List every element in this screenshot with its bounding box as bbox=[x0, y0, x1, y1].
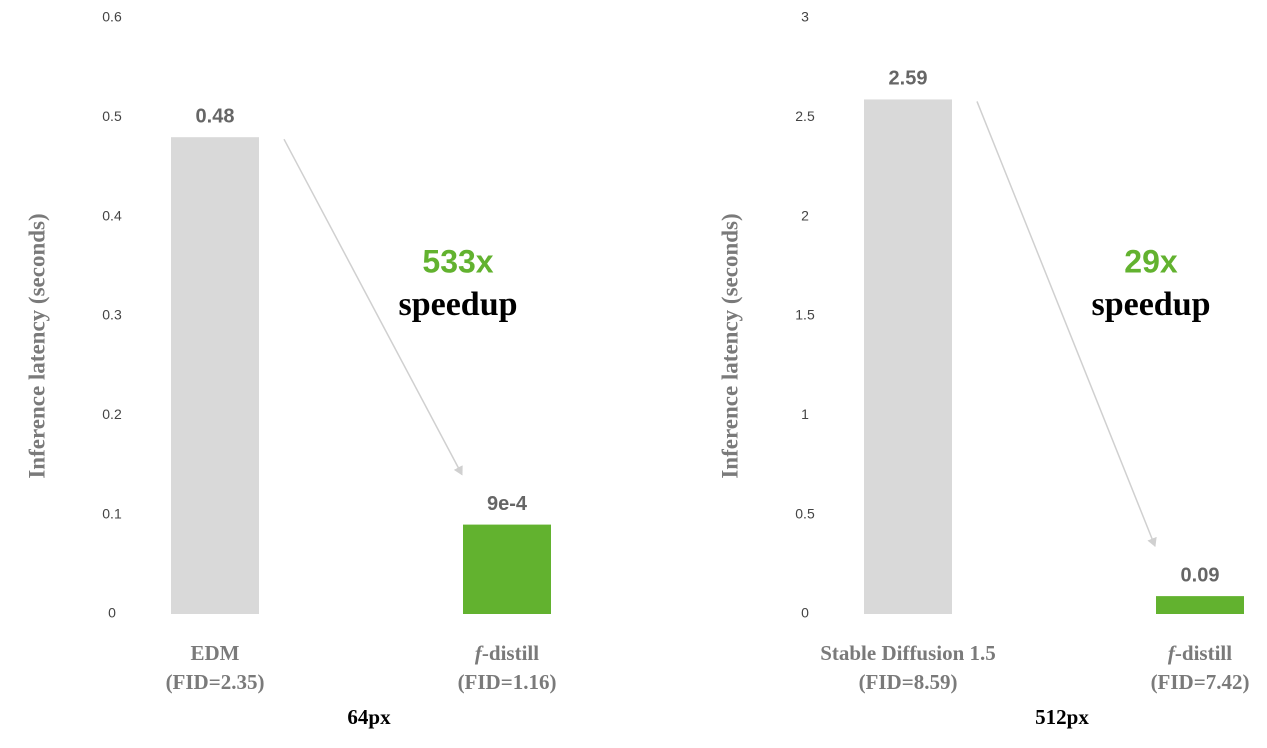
bar bbox=[864, 99, 952, 615]
y-axis-label: Inference latency (seconds) bbox=[717, 213, 742, 478]
category-label: Stable Diffusion 1.5 bbox=[820, 641, 996, 665]
y-tick-label: 2 bbox=[801, 207, 809, 223]
bar bbox=[1156, 596, 1244, 614]
speedup-value: 29x bbox=[1124, 243, 1178, 279]
y-tick-label: 3 bbox=[801, 9, 809, 25]
category-sublabel: (FID=1.16) bbox=[458, 670, 557, 694]
category-label: EDM bbox=[191, 641, 240, 665]
value-label: 0.48 bbox=[196, 105, 235, 127]
value-label: 0.09 bbox=[1181, 564, 1220, 586]
y-tick-label: 0.2 bbox=[102, 406, 122, 422]
y-tick-label: 0.4 bbox=[102, 207, 122, 223]
y-axis-label: Inference latency (seconds) bbox=[24, 213, 49, 478]
y-tick-label: 0.5 bbox=[102, 108, 122, 124]
y-tick-label: 0 bbox=[801, 605, 809, 621]
bar bbox=[171, 137, 259, 614]
category-sublabel: (FID=7.42) bbox=[1151, 670, 1250, 694]
speedup-text: speedup bbox=[1091, 286, 1210, 323]
arrow bbox=[976, 101, 1157, 548]
speedup-value: 533x bbox=[422, 243, 493, 279]
x-axis-label: 512px bbox=[1035, 705, 1089, 729]
y-tick-label: 0.1 bbox=[102, 505, 122, 521]
category-sublabel: (FID=2.35) bbox=[166, 670, 265, 694]
y-tick-label: 2.5 bbox=[795, 108, 815, 124]
value-label: 9e-4 bbox=[487, 493, 528, 515]
category-label: f-distill bbox=[475, 641, 539, 665]
category-label: f-distill bbox=[1168, 641, 1232, 665]
y-tick-label: 1 bbox=[801, 406, 809, 422]
bar bbox=[463, 524, 551, 614]
y-tick-label: 1.5 bbox=[795, 307, 815, 323]
speedup-text: speedup bbox=[398, 286, 517, 323]
y-tick-label: 0.3 bbox=[102, 307, 122, 323]
arrow bbox=[283, 138, 463, 476]
value-label: 2.59 bbox=[889, 68, 928, 90]
y-tick-label: 0.6 bbox=[102, 9, 122, 25]
y-tick-label: 0.5 bbox=[795, 505, 815, 521]
y-tick-label: 0 bbox=[108, 605, 116, 621]
x-axis-label: 64px bbox=[347, 705, 391, 729]
category-sublabel: (FID=8.59) bbox=[859, 670, 958, 694]
